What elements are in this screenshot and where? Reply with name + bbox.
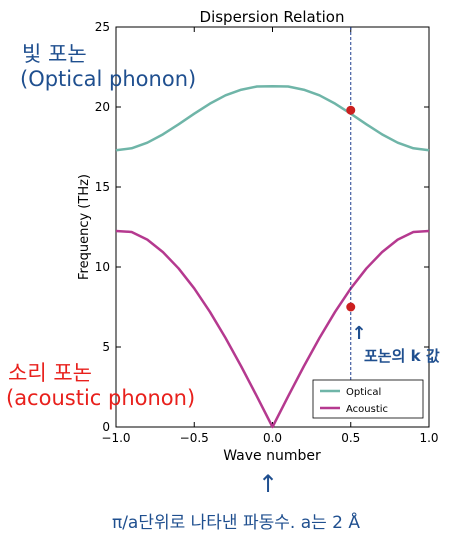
x-tick-label: −1.0 <box>101 431 130 445</box>
legend-label-optical: Optical <box>346 387 381 398</box>
marker-point <box>346 302 356 312</box>
plot-area <box>115 26 430 428</box>
y-axis-label: Frequency (THz) <box>77 174 92 280</box>
x-tick-label: −0.5 <box>180 431 209 445</box>
wave-number-unit-label: π/a단위로 나타낸 파동수. a는 2 Å <box>111 513 361 533</box>
y-tick-label: 5 <box>102 340 110 354</box>
wave-number-arrow: ↑ <box>258 470 279 498</box>
y-tick-label: 25 <box>95 20 110 34</box>
y-tick-label: 0 <box>102 420 110 434</box>
acoustic-phonon-korean-label: 소리 포논 <box>8 361 92 385</box>
series-line-optical <box>115 84 430 152</box>
k-value-label: 포논의 k 값 <box>364 347 440 365</box>
optical-phonon-korean-label: 빛 포논 <box>22 42 87 66</box>
legend: Optical Acoustic <box>312 379 424 419</box>
series-line-acoustic <box>115 229 430 429</box>
chart-title: Dispersion Relation <box>200 8 345 26</box>
y-tick-label: 10 <box>95 260 110 274</box>
acoustic-phonon-english-label: (acoustic phonon) <box>6 386 196 410</box>
y-tick-label: 20 <box>95 100 110 114</box>
x-axis-label: Wave number <box>223 448 321 464</box>
k-value-arrow: ↑ <box>351 323 366 344</box>
optical-phonon-english-label: (Optical phonon) <box>20 67 197 91</box>
x-tick-label: 0.0 <box>263 431 282 445</box>
plot-layer: −1.0 −0.5 0.0 0.5 1.0 0 5 10 15 20 25 <box>95 20 439 445</box>
marker-point <box>346 105 356 115</box>
legend-box <box>312 379 424 419</box>
x-tick-label: 0.5 <box>341 431 360 445</box>
legend-label-acoustic: Acoustic <box>346 404 388 415</box>
x-tick-label: 1.0 <box>419 431 438 445</box>
y-tick-label: 15 <box>95 180 110 194</box>
